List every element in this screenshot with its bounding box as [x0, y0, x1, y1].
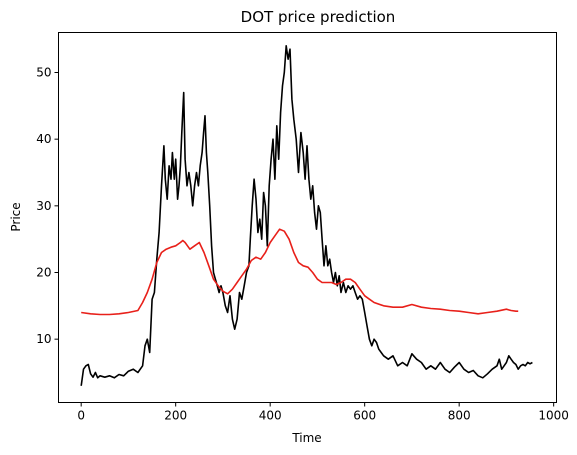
y-tick-label: 40 — [36, 132, 51, 146]
chart-title: DOT price prediction — [241, 8, 396, 26]
x-tick-label: 200 — [164, 409, 187, 423]
y-axis-label: Price — [9, 202, 23, 231]
series-actual-line — [80, 44, 533, 386]
y-tick-label: 30 — [36, 199, 51, 213]
y-axis-ticks: 10 20 30 40 50 — [36, 66, 59, 346]
axes-frame — [58, 32, 557, 403]
plot-area — [80, 44, 533, 386]
x-axis-ticks: 0 200 400 600 800 1000 — [77, 402, 569, 423]
y-tick-label: 10 — [36, 332, 51, 346]
x-tick-label: 0 — [77, 409, 85, 423]
x-tick-label: 800 — [448, 409, 471, 423]
y-tick-label: 20 — [36, 266, 51, 280]
y-tick-label: 50 — [36, 66, 51, 80]
x-tick-label: 1000 — [538, 409, 569, 423]
series-predicted-line — [81, 228, 519, 316]
x-tick-label: 400 — [259, 409, 282, 423]
x-axis-label: Time — [291, 431, 321, 445]
x-tick-label: 600 — [353, 409, 376, 423]
